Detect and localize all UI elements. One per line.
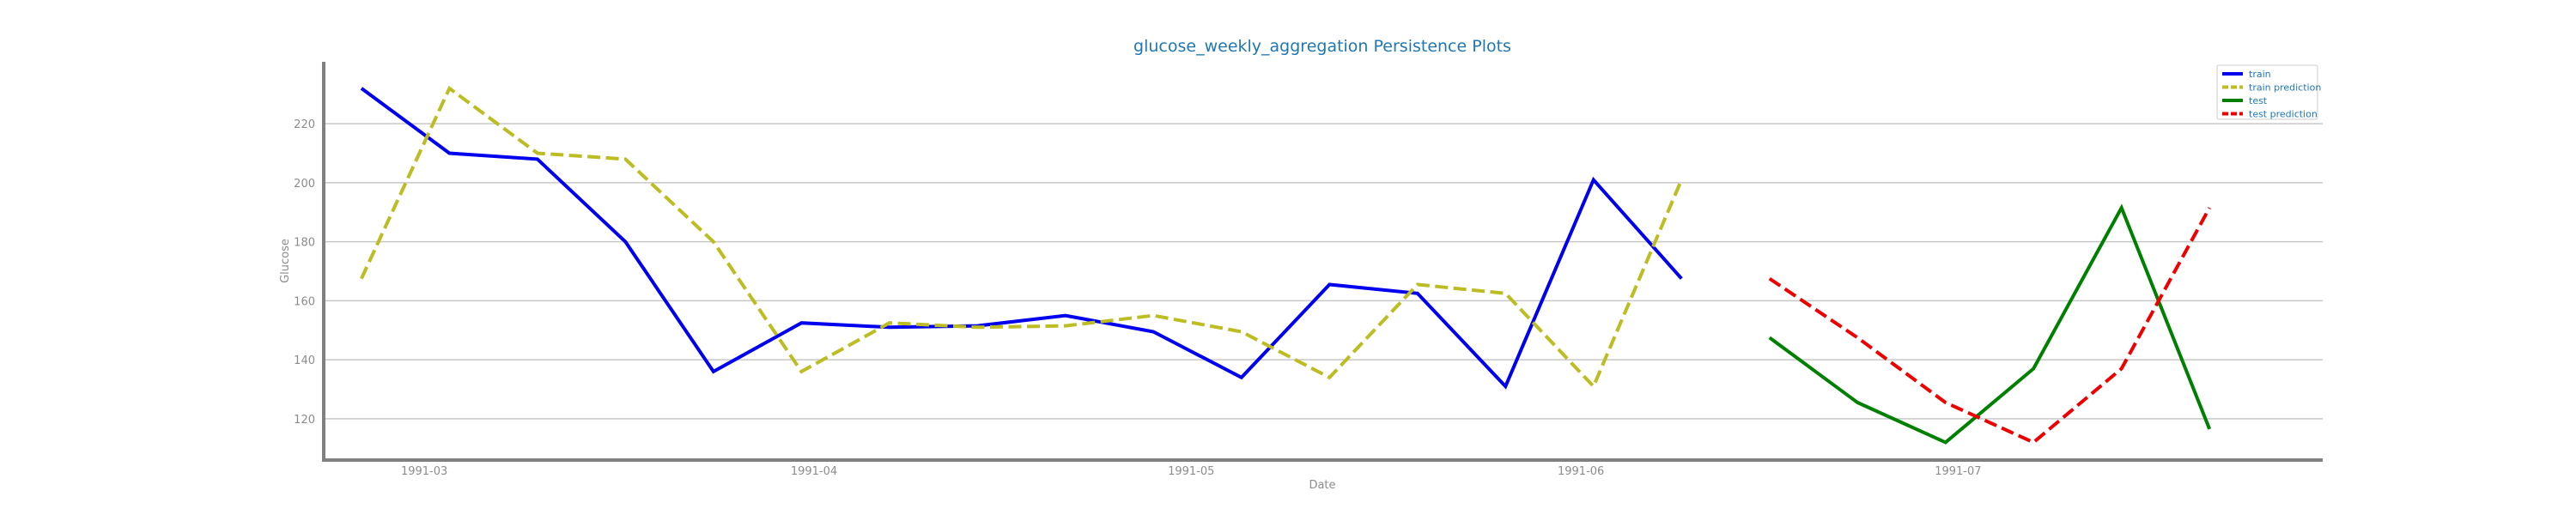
- x-tick-label: 1991-06: [1558, 465, 1604, 478]
- x-tick-label: 1991-04: [791, 465, 837, 478]
- legend-box: [2216, 64, 2318, 120]
- series-line-test: [1768, 203, 2212, 445]
- y-tick-label: 120: [294, 414, 315, 427]
- legend-label-train-prediction: train prediction: [2249, 82, 2321, 94]
- legend-label-test-prediction: test prediction: [2249, 109, 2318, 120]
- y-tick-labels: 120 140 160 180 200 220: [294, 118, 315, 427]
- y-tick-label: 220: [294, 118, 315, 131]
- y-tick-label: 200: [294, 178, 315, 191]
- x-tick-label: 1991-07: [1935, 465, 1981, 478]
- y-tick-label: 160: [294, 295, 315, 308]
- x-tick-label: 1991-03: [401, 465, 447, 478]
- series-line-train: [360, 87, 1683, 390]
- y-axis-label: Glucose: [279, 239, 292, 283]
- legend-label-train: train: [2249, 69, 2271, 80]
- y-tick-label: 180: [294, 237, 315, 250]
- grid-lines: [324, 123, 2323, 420]
- chart-title: glucose_weekly_aggregation Persistence P…: [1133, 37, 1511, 56]
- series-line-test-prediction: [1768, 207, 2211, 445]
- x-tick-labels: 1991-03 1991-04 1991-05 1991-06 1991-07: [401, 465, 1982, 478]
- x-axis-label: Date: [1309, 479, 1335, 492]
- y-tick-label: 140: [294, 354, 315, 367]
- series-lines: [360, 85, 2212, 445]
- series-line-train-prediction: [360, 85, 1684, 390]
- legend-label-test: test: [2249, 95, 2268, 106]
- axes: [322, 62, 2323, 462]
- x-tick-label: 1991-05: [1168, 465, 1214, 478]
